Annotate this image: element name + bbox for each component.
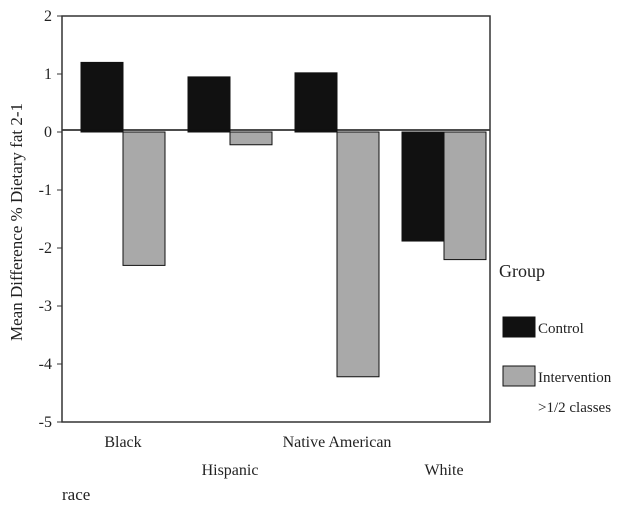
- y-axis-ticks: 2 1 0 -1 -2 -3 -4 -5: [39, 8, 62, 431]
- legend-swatch-control: [502, 316, 536, 338]
- y-tick-label: -1: [39, 182, 52, 199]
- bar-control-hispanic: [187, 76, 231, 133]
- legend-label-intervention: Intervention: [538, 370, 612, 386]
- legend-label-control: Control: [538, 321, 584, 337]
- x-tick-label: Hispanic: [202, 462, 259, 479]
- y-tick-label: -3: [39, 298, 52, 315]
- y-tick-label: 1: [44, 66, 52, 83]
- bar-intervention-hispanic: [229, 131, 273, 146]
- bar-control-native-american: [294, 72, 338, 133]
- y-tick-label: 0: [44, 124, 52, 141]
- y-tick-label: -2: [39, 240, 52, 257]
- legend-swatch-intervention: [502, 365, 536, 387]
- y-tick-label: -5: [39, 414, 52, 431]
- x-axis-ticks: Black Hispanic Native American White: [104, 434, 463, 479]
- x-tick-label: Black: [104, 434, 141, 451]
- x-tick-label: White: [424, 462, 463, 479]
- plot-frame: [61, 15, 491, 423]
- y-tick-label: -4: [39, 356, 52, 373]
- y-axis-title: Mean Difference % Dietary fat 2-1: [7, 103, 26, 341]
- legend-title: Group: [499, 261, 545, 281]
- y-tick-label: 2: [44, 8, 52, 25]
- bar-control-white: [401, 131, 445, 242]
- bars-layer: [80, 61, 487, 378]
- x-tick-label: Native American: [283, 434, 392, 451]
- x-axis-title: race: [62, 485, 90, 504]
- bar-intervention-white: [443, 131, 487, 261]
- bar-intervention-black: [122, 131, 166, 266]
- legend: Group Control Intervention >1/2 classes: [499, 261, 612, 416]
- bar-control-black: [80, 61, 124, 133]
- bar-intervention-native-american: [336, 131, 380, 378]
- legend-note: >1/2 classes: [538, 400, 611, 416]
